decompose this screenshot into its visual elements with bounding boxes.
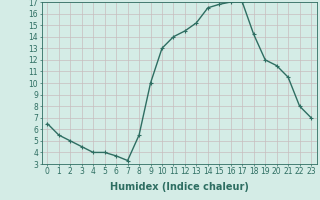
X-axis label: Humidex (Indice chaleur): Humidex (Indice chaleur) <box>110 182 249 192</box>
